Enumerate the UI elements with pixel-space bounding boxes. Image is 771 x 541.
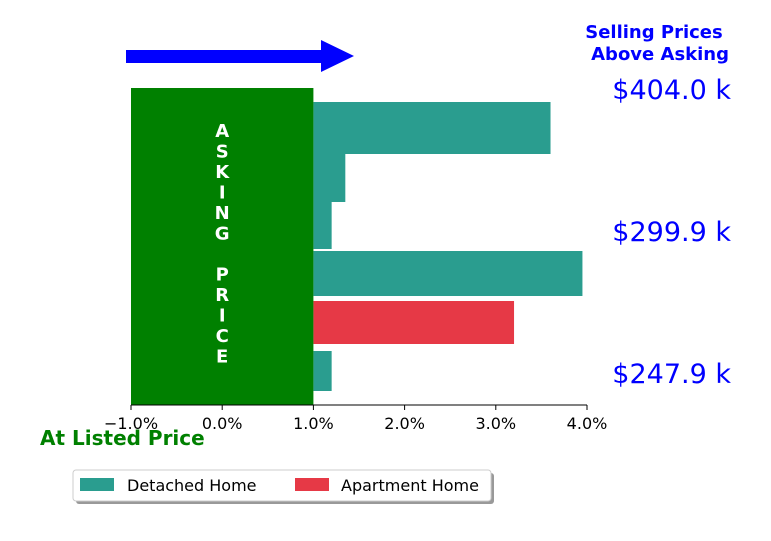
listed-price-label: At Listed Price bbox=[40, 426, 205, 450]
bar-2 bbox=[313, 154, 346, 202]
bar-4 bbox=[313, 251, 583, 296]
legend-swatch-detached bbox=[80, 478, 114, 491]
legend-label-detached: Detached Home bbox=[127, 476, 257, 495]
bar-3 bbox=[313, 202, 332, 249]
x-axis-ticks: −1.0% 0.0% 1.0% 2.0% 3.0% 4.0% bbox=[104, 405, 607, 433]
x-tick-label: 4.0% bbox=[567, 414, 608, 433]
legend-label-apartment: Apartment Home bbox=[341, 476, 479, 495]
bar-1 bbox=[313, 102, 551, 154]
x-tick-label: 2.0% bbox=[384, 414, 425, 433]
price-label-1: $404.0 k bbox=[612, 75, 731, 106]
bar-6 bbox=[313, 351, 332, 391]
svg-text:Selling Prices Above Askin: Selling Prices Above Asking bbox=[585, 22, 729, 65]
bar-5 bbox=[313, 301, 515, 344]
bars-layer bbox=[313, 102, 583, 391]
legend: Detached Home Apartment Home bbox=[72, 469, 494, 504]
asking-price-block bbox=[131, 88, 314, 405]
price-label-2: $299.9 k bbox=[612, 217, 731, 248]
selling-title-line-2: Above Asking bbox=[591, 44, 729, 65]
x-tick-label: 1.0% bbox=[293, 414, 334, 433]
x-tick-label: 3.0% bbox=[475, 414, 516, 433]
arrow-right-icon bbox=[126, 40, 354, 72]
selling-title-line-1: Selling Prices bbox=[585, 22, 722, 43]
x-tick-label: −1.0% bbox=[104, 414, 158, 433]
x-tick-label: 0.0% bbox=[202, 414, 243, 433]
price-label-3: $247.9 k bbox=[612, 359, 731, 390]
legend-swatch-apartment bbox=[295, 478, 329, 491]
